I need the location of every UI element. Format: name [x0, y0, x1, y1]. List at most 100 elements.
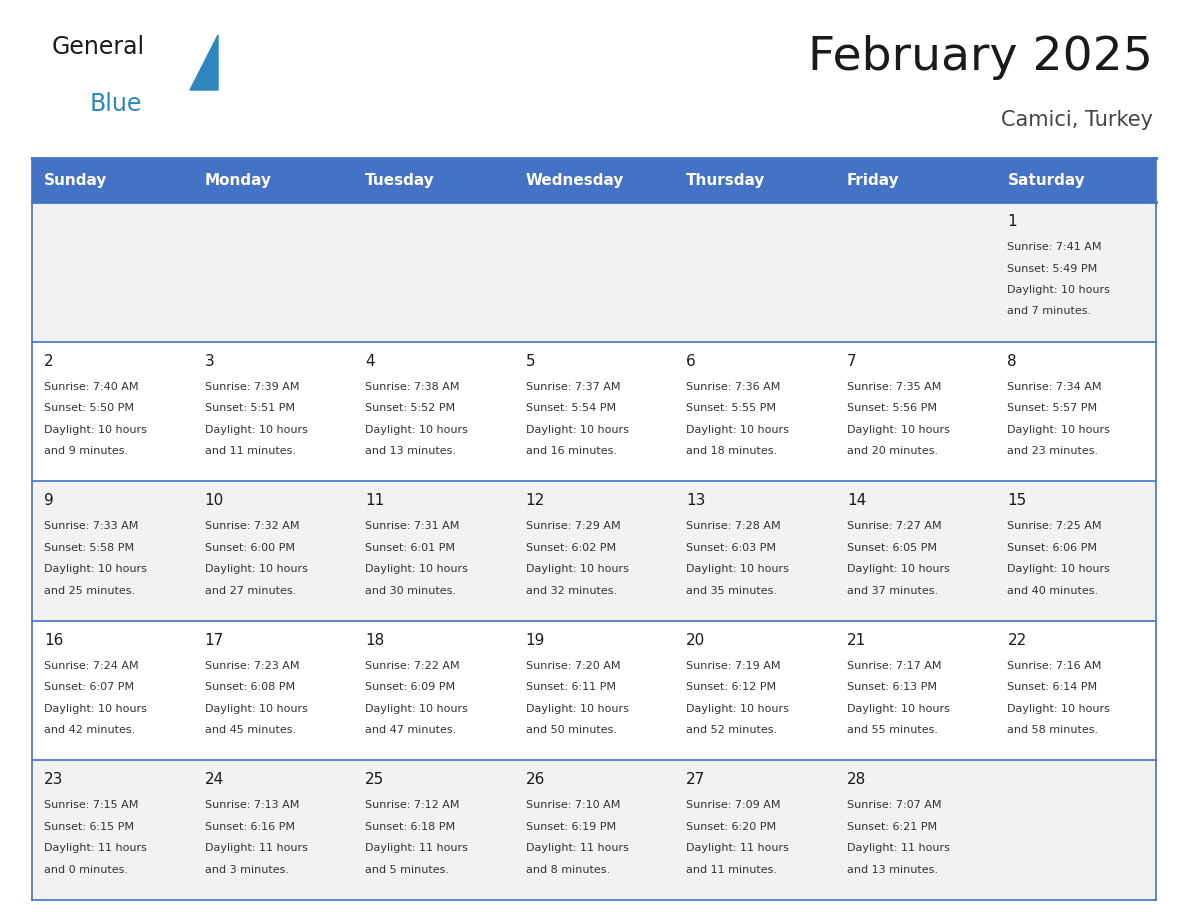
Bar: [32, 760, 1156, 900]
Text: Sunset: 6:12 PM: Sunset: 6:12 PM: [687, 682, 777, 692]
Text: and 5 minutes.: and 5 minutes.: [365, 865, 449, 875]
Text: Daylight: 10 hours: Daylight: 10 hours: [1007, 565, 1111, 574]
Text: Daylight: 10 hours: Daylight: 10 hours: [526, 704, 628, 714]
Text: Sunrise: 7:39 AM: Sunrise: 7:39 AM: [204, 382, 299, 392]
Bar: [32, 158, 1156, 202]
Text: Sunset: 6:19 PM: Sunset: 6:19 PM: [526, 822, 615, 832]
Text: Daylight: 11 hours: Daylight: 11 hours: [847, 844, 949, 854]
Text: Sunset: 6:11 PM: Sunset: 6:11 PM: [526, 682, 615, 692]
Text: Tuesday: Tuesday: [365, 173, 435, 187]
Text: Daylight: 10 hours: Daylight: 10 hours: [687, 425, 789, 434]
Text: Sunday: Sunday: [44, 173, 107, 187]
Text: Sunset: 6:06 PM: Sunset: 6:06 PM: [1007, 543, 1098, 553]
Text: Sunset: 6:09 PM: Sunset: 6:09 PM: [365, 682, 455, 692]
Text: 2: 2: [44, 353, 53, 369]
Text: Sunset: 6:18 PM: Sunset: 6:18 PM: [365, 822, 455, 832]
Text: 18: 18: [365, 633, 385, 648]
Text: 27: 27: [687, 772, 706, 788]
Text: Sunset: 6:05 PM: Sunset: 6:05 PM: [847, 543, 937, 553]
Text: and 52 minutes.: and 52 minutes.: [687, 725, 777, 735]
Text: Sunset: 6:07 PM: Sunset: 6:07 PM: [44, 682, 134, 692]
Text: Sunset: 6:14 PM: Sunset: 6:14 PM: [1007, 682, 1098, 692]
Text: 12: 12: [526, 493, 545, 509]
Text: Blue: Blue: [90, 92, 143, 116]
Text: 1: 1: [1007, 214, 1017, 229]
Text: Daylight: 10 hours: Daylight: 10 hours: [847, 704, 949, 714]
Text: 4: 4: [365, 353, 374, 369]
Text: 22: 22: [1007, 633, 1026, 648]
Text: Sunrise: 7:34 AM: Sunrise: 7:34 AM: [1007, 382, 1102, 392]
Text: Sunrise: 7:24 AM: Sunrise: 7:24 AM: [44, 661, 139, 671]
Text: and 7 minutes.: and 7 minutes.: [1007, 307, 1092, 317]
Text: 10: 10: [204, 493, 223, 509]
Text: Sunrise: 7:29 AM: Sunrise: 7:29 AM: [526, 521, 620, 532]
Bar: [32, 202, 1156, 341]
Text: Daylight: 10 hours: Daylight: 10 hours: [847, 425, 949, 434]
Text: Daylight: 11 hours: Daylight: 11 hours: [44, 844, 147, 854]
Text: Sunrise: 7:12 AM: Sunrise: 7:12 AM: [365, 800, 460, 811]
Text: Sunset: 5:57 PM: Sunset: 5:57 PM: [1007, 403, 1098, 413]
Text: Camici, Turkey: Camici, Turkey: [1001, 110, 1154, 130]
Text: Saturday: Saturday: [1007, 173, 1085, 187]
Text: Sunrise: 7:33 AM: Sunrise: 7:33 AM: [44, 521, 138, 532]
Text: Sunrise: 7:16 AM: Sunrise: 7:16 AM: [1007, 661, 1101, 671]
Text: 3: 3: [204, 353, 214, 369]
Text: 23: 23: [44, 772, 63, 788]
Text: Sunrise: 7:09 AM: Sunrise: 7:09 AM: [687, 800, 781, 811]
Text: and 13 minutes.: and 13 minutes.: [847, 865, 937, 875]
Text: Sunset: 6:02 PM: Sunset: 6:02 PM: [526, 543, 615, 553]
Text: Daylight: 10 hours: Daylight: 10 hours: [204, 565, 308, 574]
Text: 15: 15: [1007, 493, 1026, 509]
Text: Sunrise: 7:23 AM: Sunrise: 7:23 AM: [204, 661, 299, 671]
Text: Friday: Friday: [847, 173, 899, 187]
Text: and 30 minutes.: and 30 minutes.: [365, 586, 456, 596]
Text: and 58 minutes.: and 58 minutes.: [1007, 725, 1099, 735]
Text: Thursday: Thursday: [687, 173, 765, 187]
Text: Daylight: 11 hours: Daylight: 11 hours: [365, 844, 468, 854]
Text: Daylight: 10 hours: Daylight: 10 hours: [687, 565, 789, 574]
Text: and 45 minutes.: and 45 minutes.: [204, 725, 296, 735]
Text: Daylight: 10 hours: Daylight: 10 hours: [204, 704, 308, 714]
Text: and 11 minutes.: and 11 minutes.: [204, 446, 296, 456]
Polygon shape: [190, 35, 219, 90]
Text: 26: 26: [526, 772, 545, 788]
Bar: [32, 481, 1156, 621]
Text: and 25 minutes.: and 25 minutes.: [44, 586, 135, 596]
Text: 20: 20: [687, 633, 706, 648]
Text: Daylight: 10 hours: Daylight: 10 hours: [687, 704, 789, 714]
Text: 25: 25: [365, 772, 385, 788]
Text: Sunset: 6:21 PM: Sunset: 6:21 PM: [847, 822, 937, 832]
Text: 7: 7: [847, 353, 857, 369]
Text: Sunrise: 7:38 AM: Sunrise: 7:38 AM: [365, 382, 460, 392]
Text: Sunset: 5:52 PM: Sunset: 5:52 PM: [365, 403, 455, 413]
Text: Sunrise: 7:41 AM: Sunrise: 7:41 AM: [1007, 242, 1102, 252]
Text: and 9 minutes.: and 9 minutes.: [44, 446, 128, 456]
Text: Sunrise: 7:32 AM: Sunrise: 7:32 AM: [204, 521, 299, 532]
Text: Daylight: 10 hours: Daylight: 10 hours: [1007, 285, 1111, 295]
Text: Sunrise: 7:15 AM: Sunrise: 7:15 AM: [44, 800, 138, 811]
Bar: [32, 341, 1156, 481]
Text: Sunrise: 7:07 AM: Sunrise: 7:07 AM: [847, 800, 941, 811]
Text: 14: 14: [847, 493, 866, 509]
Text: Daylight: 10 hours: Daylight: 10 hours: [365, 565, 468, 574]
Text: and 13 minutes.: and 13 minutes.: [365, 446, 456, 456]
Text: Sunset: 6:00 PM: Sunset: 6:00 PM: [204, 543, 295, 553]
Text: 13: 13: [687, 493, 706, 509]
Text: Sunset: 5:50 PM: Sunset: 5:50 PM: [44, 403, 134, 413]
Text: Daylight: 11 hours: Daylight: 11 hours: [687, 844, 789, 854]
Text: and 47 minutes.: and 47 minutes.: [365, 725, 456, 735]
Text: and 40 minutes.: and 40 minutes.: [1007, 586, 1099, 596]
Bar: [32, 621, 1156, 760]
Text: and 55 minutes.: and 55 minutes.: [847, 725, 937, 735]
Text: and 42 minutes.: and 42 minutes.: [44, 725, 135, 735]
Text: Sunrise: 7:31 AM: Sunrise: 7:31 AM: [365, 521, 460, 532]
Text: and 20 minutes.: and 20 minutes.: [847, 446, 939, 456]
Text: Sunrise: 7:36 AM: Sunrise: 7:36 AM: [687, 382, 781, 392]
Text: 11: 11: [365, 493, 385, 509]
Text: Sunrise: 7:25 AM: Sunrise: 7:25 AM: [1007, 521, 1102, 532]
Text: Wednesday: Wednesday: [526, 173, 624, 187]
Text: and 8 minutes.: and 8 minutes.: [526, 865, 609, 875]
Text: 8: 8: [1007, 353, 1017, 369]
Text: and 18 minutes.: and 18 minutes.: [687, 446, 777, 456]
Text: 9: 9: [44, 493, 53, 509]
